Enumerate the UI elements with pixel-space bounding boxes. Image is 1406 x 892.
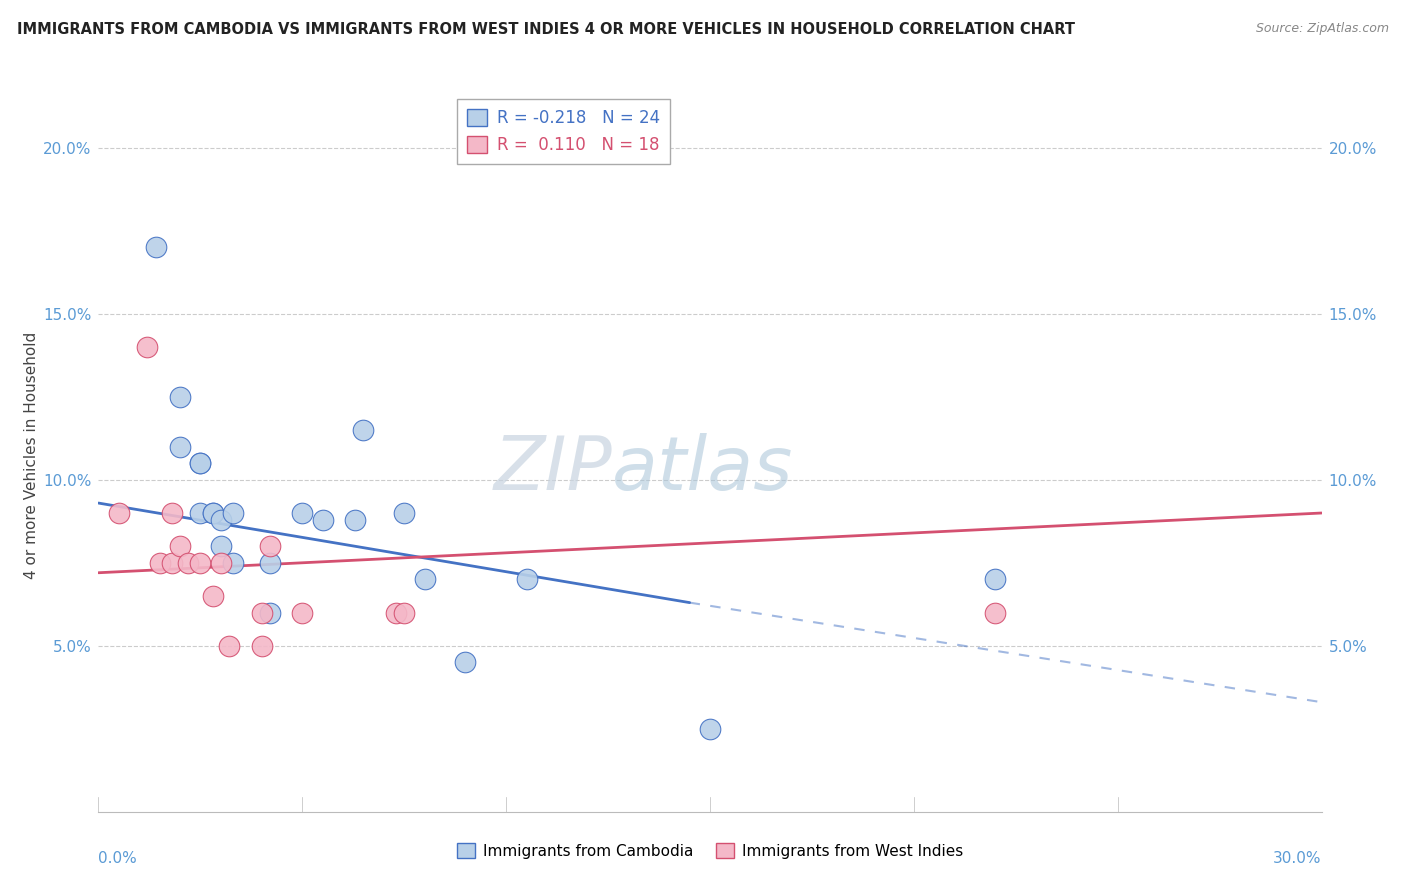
Point — [392, 606, 416, 620]
Point — [312, 513, 335, 527]
Point — [291, 606, 314, 620]
Legend: Immigrants from Cambodia, Immigrants from West Indies: Immigrants from Cambodia, Immigrants fro… — [451, 837, 969, 864]
Point — [259, 606, 281, 620]
Point — [222, 506, 245, 520]
Point — [454, 656, 477, 670]
Point — [250, 639, 273, 653]
Point — [984, 573, 1007, 587]
Point — [344, 513, 367, 527]
Point — [201, 506, 224, 520]
Point — [145, 240, 167, 254]
Point — [169, 539, 191, 553]
Point — [188, 506, 212, 520]
Point — [259, 539, 281, 553]
Point — [385, 606, 408, 620]
Point — [201, 506, 224, 520]
Point — [699, 722, 721, 736]
Text: Source: ZipAtlas.com: Source: ZipAtlas.com — [1256, 22, 1389, 36]
Point — [413, 573, 436, 587]
Text: 0.0%: 0.0% — [98, 851, 138, 866]
Point — [108, 506, 131, 520]
Point — [160, 506, 183, 520]
Point — [136, 340, 159, 354]
Y-axis label: 4 or more Vehicles in Household: 4 or more Vehicles in Household — [24, 331, 39, 579]
Text: atlas: atlas — [612, 434, 793, 505]
Point — [177, 556, 200, 570]
Point — [188, 556, 212, 570]
Point — [188, 456, 212, 470]
Point — [160, 556, 183, 570]
Point — [352, 423, 374, 437]
Point — [209, 539, 232, 553]
Point — [984, 606, 1007, 620]
Point — [169, 390, 191, 404]
Point — [201, 589, 224, 603]
Point — [209, 556, 232, 570]
Point — [209, 513, 232, 527]
Point — [218, 639, 240, 653]
Point — [222, 556, 245, 570]
Point — [250, 606, 273, 620]
Point — [291, 506, 314, 520]
Point — [259, 556, 281, 570]
Text: 30.0%: 30.0% — [1274, 851, 1322, 866]
Point — [169, 440, 191, 454]
Point — [149, 556, 172, 570]
Point — [516, 573, 538, 587]
Point — [188, 456, 212, 470]
Text: IMMIGRANTS FROM CAMBODIA VS IMMIGRANTS FROM WEST INDIES 4 OR MORE VEHICLES IN HO: IMMIGRANTS FROM CAMBODIA VS IMMIGRANTS F… — [17, 22, 1074, 37]
Text: ZIP: ZIP — [494, 434, 612, 505]
Point — [392, 506, 416, 520]
